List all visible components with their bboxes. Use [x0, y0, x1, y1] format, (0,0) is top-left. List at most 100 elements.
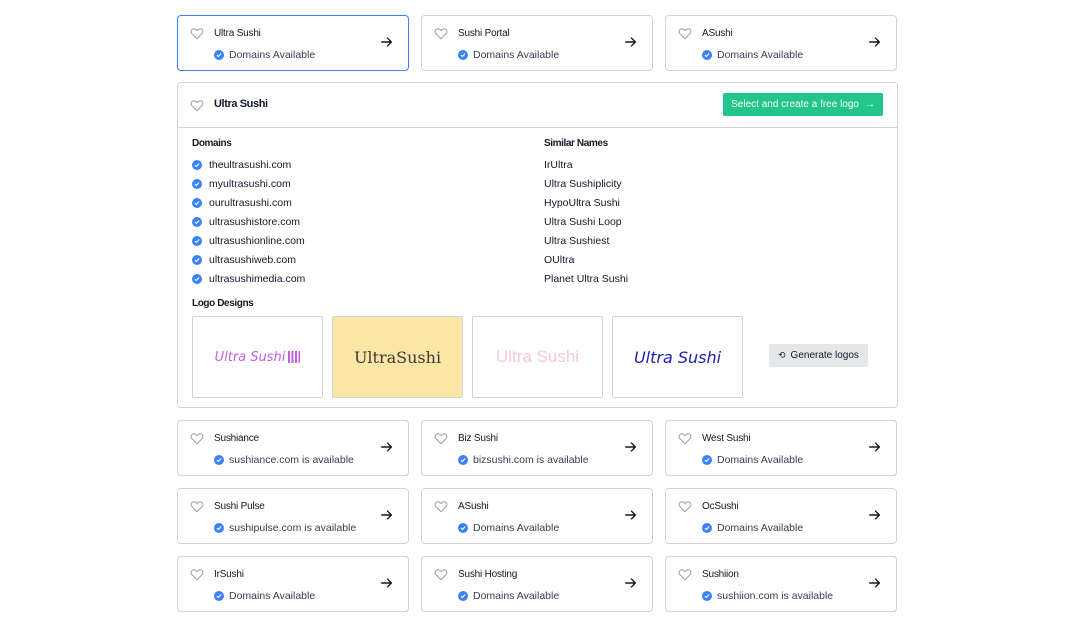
similar-name-item[interactable]: OUltra [544, 253, 575, 266]
name-card[interactable]: Sushi Portal Domains Available [421, 15, 653, 71]
domain-item[interactable]: ultrasushionline.com [192, 231, 305, 250]
name-card[interactable]: ASushi Domains Available [421, 488, 653, 544]
similar-name-item[interactable]: Planet Ultra Sushi [544, 272, 629, 285]
heart-icon[interactable] [434, 432, 448, 445]
arrow-right-icon[interactable] [868, 576, 882, 590]
arrow-right-icon[interactable] [624, 508, 638, 522]
heart-icon[interactable] [678, 568, 692, 581]
name-card[interactable]: West Sushi Domains Available [665, 420, 897, 476]
domain-item[interactable]: ultrasushistore.com [192, 212, 305, 231]
logo-option[interactable]: Ultra Sushi [612, 316, 743, 398]
domain-name: ultrasushistore.com [209, 215, 301, 228]
name-card[interactable]: Sushi Hosting Domains Available [421, 556, 653, 612]
check-circle-icon [192, 254, 202, 265]
heart-icon[interactable] [190, 432, 204, 445]
card-status: Domains Available [458, 590, 559, 602]
status-text: Domains Available [717, 522, 804, 534]
name-card[interactable]: ASushi Domains Available [665, 15, 897, 71]
similar-names-list: IrUltra Ultra Sushiplicity HypoUltra Sus… [544, 155, 628, 288]
status-text: Domains Available [717, 49, 804, 61]
arrow-right-icon[interactable] [380, 508, 394, 522]
arrow-right-icon[interactable] [380, 576, 394, 590]
logo-option[interactable]: Ultra Sushi [192, 316, 323, 398]
name-details-panel: Ultra Sushi Select and create a free log… [177, 82, 898, 408]
similar-name-item[interactable]: IrUltra [544, 158, 573, 171]
card-status: Domains Available [458, 522, 559, 534]
domain-item[interactable]: myultrasushi.com [192, 174, 305, 193]
name-card[interactable]: Ultra Sushi Domains Available [177, 15, 409, 71]
refresh-icon: ⟲ [778, 350, 786, 360]
status-text: Domains Available [229, 49, 316, 61]
check-circle-icon [702, 50, 712, 60]
similar-name-item[interactable]: Ultra Sushi Loop [544, 215, 622, 228]
arrow-right-icon[interactable] [624, 35, 638, 49]
card-name: ASushi [458, 501, 489, 512]
arrow-right-icon[interactable] [868, 35, 882, 49]
heart-icon[interactable] [190, 568, 204, 581]
domain-item[interactable]: ultrasushimedia.com [192, 269, 305, 288]
heart-icon[interactable] [190, 99, 204, 112]
domain-item[interactable]: theultrasushi.com [192, 155, 305, 174]
arrow-right-icon[interactable] [868, 508, 882, 522]
logo-option[interactable]: UltraSushi [332, 316, 463, 398]
card-name: Biz Sushi [458, 433, 498, 444]
name-card[interactable]: Sushi Pulse sushipulse.com is available [177, 488, 409, 544]
check-circle-icon [214, 50, 224, 60]
card-status: sushiion.com is available [702, 590, 833, 602]
check-circle-icon [458, 455, 468, 465]
generate-logos-label: Generate logos [790, 350, 859, 361]
similar-name-item[interactable]: Ultra Sushiplicity [544, 177, 622, 190]
domain-item[interactable]: ourultrasushi.com [192, 193, 305, 212]
similar-name-item[interactable]: Ultra Sushiest [544, 234, 610, 247]
status-text: sushipulse.com is available [229, 522, 357, 534]
arrow-right-icon[interactable] [624, 440, 638, 454]
status-text: Domains Available [473, 49, 560, 61]
name-card[interactable]: Biz Sushi bizsushi.com is available [421, 420, 653, 476]
arrow-right-icon[interactable] [380, 35, 394, 49]
similar-name-item[interactable]: HypoUltra Sushi [544, 196, 620, 209]
card-status: Domains Available [702, 454, 803, 466]
logo-option[interactable]: Ultra Sushi [472, 316, 603, 398]
name-card[interactable]: OcSushi Domains Available [665, 488, 897, 544]
heart-icon[interactable] [190, 27, 204, 40]
heart-icon[interactable] [678, 27, 692, 40]
arrow-right-icon[interactable] [868, 440, 882, 454]
heart-icon[interactable] [434, 500, 448, 513]
card-name: Sushi Pulse [214, 501, 265, 512]
card-name: Sushi Hosting [458, 569, 518, 580]
status-text: sushiance.com is available [229, 454, 354, 466]
name-card[interactable]: IrSushi Domains Available [177, 556, 409, 612]
name-card[interactable]: Sushiion sushiion.com is available [665, 556, 897, 612]
logo-designs-heading: Logo Designs [192, 298, 254, 309]
logo-text: Ultra Sushi [495, 347, 580, 366]
check-circle-icon [214, 523, 224, 533]
domain-name: ultrasushionline.com [209, 234, 305, 247]
heart-icon[interactable] [678, 432, 692, 445]
heart-icon[interactable] [190, 500, 204, 513]
heart-icon[interactable] [434, 568, 448, 581]
heart-icon[interactable] [434, 27, 448, 40]
create-logo-button[interactable]: Select and create a free logo → [723, 93, 883, 116]
name-card[interactable]: Sushiance sushiance.com is available [177, 420, 409, 476]
generate-logos-button[interactable]: ⟲ Generate logos [769, 344, 868, 367]
status-text: sushiion.com is available [717, 590, 834, 602]
heart-icon[interactable] [678, 500, 692, 513]
check-circle-icon [192, 178, 202, 189]
check-circle-icon [192, 197, 202, 208]
domain-item[interactable]: ultrasushiweb.com [192, 250, 305, 269]
card-status: sushipulse.com is available [214, 522, 356, 534]
domain-name: myultrasushi.com [209, 177, 291, 190]
status-text: Domains Available [229, 590, 316, 602]
domain-name: ultrasushimedia.com [209, 272, 306, 285]
check-circle-icon [702, 455, 712, 465]
check-circle-icon [192, 235, 202, 246]
arrow-right-icon[interactable] [380, 440, 394, 454]
check-circle-icon [702, 591, 712, 601]
card-name: Sushiion [702, 569, 739, 580]
check-circle-icon [458, 591, 468, 601]
arrow-right-icon[interactable] [624, 576, 638, 590]
panel-header: Ultra Sushi Select and create a free log… [178, 83, 897, 128]
status-text: Domains Available [473, 590, 560, 602]
card-name: IrSushi [214, 569, 244, 580]
